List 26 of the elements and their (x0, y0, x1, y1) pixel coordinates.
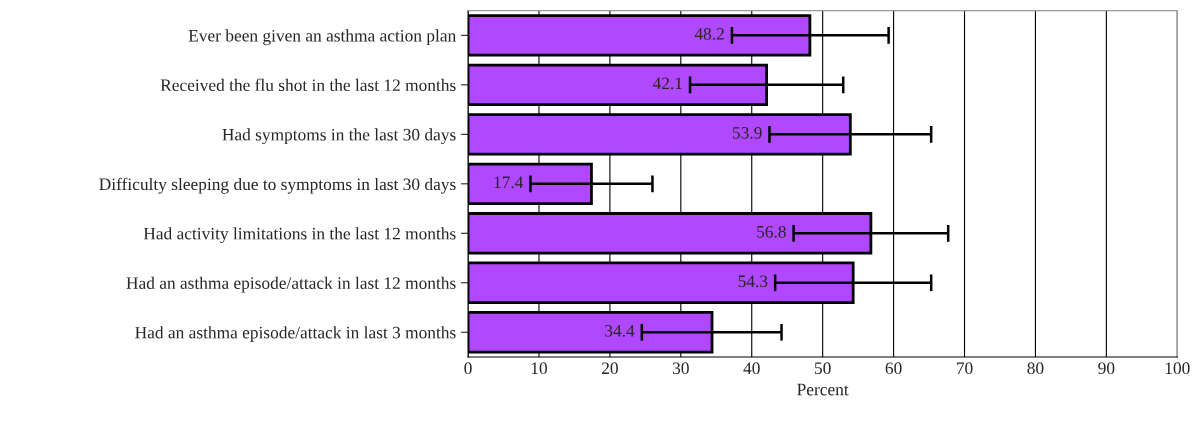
x-tick-label: 20 (601, 362, 618, 375)
x-tick-label: 0 (464, 362, 472, 375)
x-tick-label: 50 (814, 362, 831, 375)
x-tick-label: 10 (531, 362, 547, 375)
x-tick-label: 80 (1027, 362, 1044, 375)
y-tick-label: Had an asthma episode/attack in last 12 months (126, 276, 456, 293)
data-label: 17.4 (494, 176, 524, 189)
x-tick-label: 60 (885, 362, 902, 375)
y-tick-label: Had activity limitations in the last 12 months (143, 227, 456, 244)
y-tick-label: Ever been given an asthma action plan (188, 29, 456, 46)
data-label: 53.9 (733, 127, 762, 139)
data-label: 54.3 (738, 275, 768, 288)
y-tick-label: Had an asthma episode/attack in last 3 months (135, 326, 456, 342)
data-label: 56.8 (757, 225, 786, 238)
data-label: 48.2 (694, 28, 724, 40)
x-tick-label: 90 (1098, 362, 1115, 375)
x-tick-label: 30 (672, 362, 689, 375)
x-tick-label: 70 (956, 362, 973, 375)
x-tick-label: 40 (743, 362, 760, 375)
data-label: 42.1 (652, 77, 682, 90)
x-axis-title: Percent (797, 383, 849, 396)
y-tick-label: Received the flu shot in the last 12 months (160, 78, 456, 92)
y-tick-label: Difficulty sleeping due to symptoms in last 30 days (99, 177, 456, 194)
data-label: 34.4 (605, 324, 635, 337)
y-tick-label: Had symptoms in the last 30 days (222, 128, 456, 145)
x-tick-label: 100 (1165, 362, 1190, 375)
